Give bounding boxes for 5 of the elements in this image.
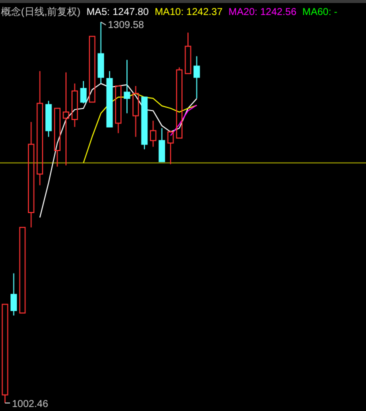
chart-title: 概念(日线,前复权) bbox=[1, 6, 80, 18]
annotation: 1002.46 bbox=[4, 399, 48, 410]
annotation: 1002.46 bbox=[12, 399, 49, 410]
annotation: 1309.58 bbox=[108, 20, 144, 31]
annotation: 1309.58 bbox=[100, 20, 144, 31]
